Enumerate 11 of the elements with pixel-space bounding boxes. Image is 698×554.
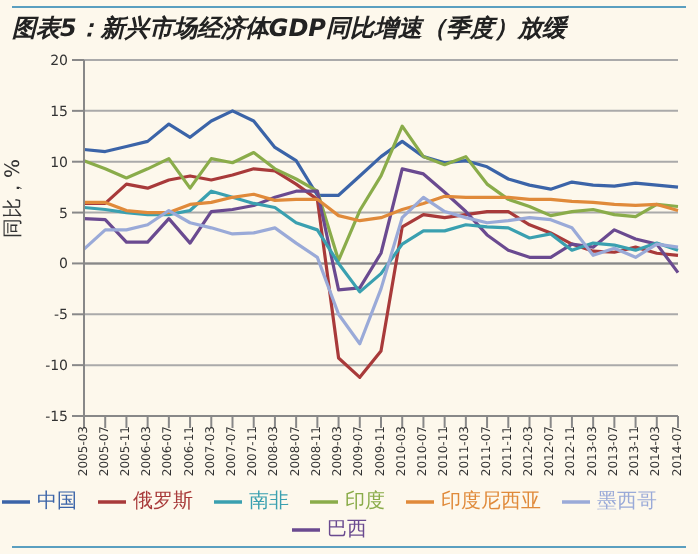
legend-label: 中国 xyxy=(37,491,77,514)
y-axis-title: 同比，% xyxy=(1,158,26,238)
legend-label: 墨西哥 xyxy=(597,491,657,514)
legend-label: 俄罗斯 xyxy=(133,491,193,514)
legend-label: 印度尼西亚 xyxy=(441,491,541,514)
line-series xyxy=(82,109,680,197)
line-series xyxy=(82,192,680,223)
legend-label: 巴西 xyxy=(327,519,367,542)
legend-label: 南非 xyxy=(249,491,289,514)
chart-title: 图表5：新兴市场经济体GDP同比增速（季度）放缓 xyxy=(12,12,566,46)
legend-label: 印度 xyxy=(345,491,385,514)
